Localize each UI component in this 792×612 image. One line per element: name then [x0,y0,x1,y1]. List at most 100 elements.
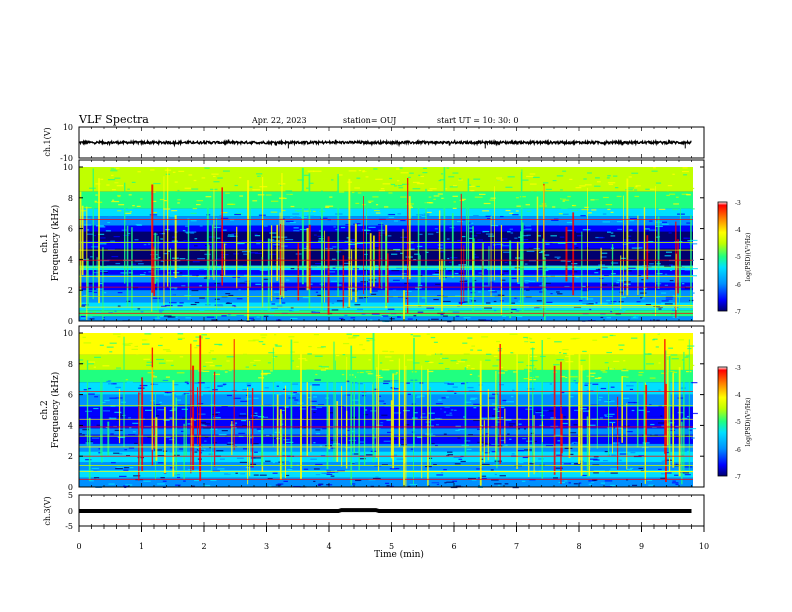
spectrogram-speckle [117,436,126,438]
spectrogram-speckle [205,477,209,480]
spectrogram-speckle [381,315,389,317]
spectrogram-speckle [644,411,650,413]
spectrogram-speckle [642,265,649,267]
spectrogram-speckle [388,192,393,194]
spectrogram-speckle [507,472,513,474]
spectrogram-speckle [95,480,103,482]
spectrogram-speckle [219,369,225,371]
spectrogram-speckle [635,185,641,187]
spectrogram-speckle [194,238,198,240]
spectrogram-speckle [235,213,243,215]
spectrogram-speckle [102,246,110,249]
spectrogram-speckle [635,173,642,175]
spectrogram-speckle [244,279,249,281]
spectrogram-speckle [249,186,253,188]
spectrogram-speckle [637,275,642,277]
spectrogram-speckle [376,424,383,426]
spectrogram-speckle [510,232,514,234]
spectrogram-speckle [302,296,310,299]
spectrogram-speckle [471,190,474,192]
spectrogram-speckle [653,252,660,254]
spectrogram-speckle [254,233,258,235]
spectrogram-speckle [452,172,459,174]
spectrogram-speckle [111,200,120,203]
spectrogram-speckle [415,350,419,352]
spectrogram-speckle [303,468,309,470]
spectrogram-speckle [491,479,499,481]
spectrogram-speckle [556,454,563,456]
spectrogram-speckle [494,309,497,312]
spectrogram-speckle [647,251,650,253]
spectrogram-speckle [610,232,614,234]
spectrogram-speckle [175,450,180,452]
spectrogram-speckle [117,336,121,338]
spectrogram-speckle [194,479,200,482]
spectrogram-speckle [584,172,590,174]
spectrogram-speckle [416,396,421,398]
spectrogram-speckle [123,485,129,487]
spectrogram-speckle [338,287,343,289]
spectrogram-speckle [324,268,330,270]
spectrogram-speckle [247,385,251,387]
spectrogram-speckle [194,446,202,449]
spectrogram-speckle [652,467,655,470]
spectrogram-speckle [612,401,616,403]
ch3-signal-line [79,508,692,513]
spectrogram-speckle [258,377,265,379]
spectrogram-speckle [483,363,486,366]
spectrogram-speckle [563,352,568,355]
spectrogram-speckle [139,384,148,387]
spectrogram-speckle [83,389,89,391]
spectrogram-speckle [589,308,592,311]
spectrogram-speckle [431,318,439,320]
spectrogram-speckle [336,394,345,396]
spectrogram-speckle [661,300,669,302]
spectrogram-speckle [348,243,357,245]
spectrogram-speckle [342,354,346,356]
spectrogram-speckle [363,229,371,232]
spectrogram-speckle [303,210,311,212]
spectrogram-speckle [646,240,654,243]
spectrogram-speckle [87,233,94,235]
spectrogram-speckle [617,246,626,248]
spectrogram-speckle [253,359,261,362]
spectrogram-speckle [310,345,319,348]
spectrogram-speckle [627,401,636,404]
spectrogram-speckle [685,355,690,357]
spectrogram-speckle [120,298,127,300]
spectrogram-speckle [612,442,620,444]
spectrogram-speckle [157,171,165,173]
spectrogram-speckle [468,434,473,436]
spectrogram-speckle [387,308,395,310]
spectrogram-speckle [592,464,600,466]
spectrogram-speckle [256,173,263,175]
spectrogram-speckle [314,355,323,357]
spectrogram-speckle [288,485,291,487]
spectrogram-speckle [420,416,428,418]
spectrogram-speckle [91,246,99,248]
spectrogram-speckle [257,175,261,177]
spectrogram-speckle [318,365,322,367]
spectrogram-speckle [439,251,444,253]
spectrogram-speckle [512,214,519,216]
spectrogram-speckle [458,178,462,180]
spectrogram-speckle [491,226,497,228]
spectrogram-speckle [249,362,258,365]
spectrogram-speckle [509,438,512,440]
spectrogram-speckle [581,208,589,211]
spectrogram-speckle [497,410,501,413]
spectrogram-speckle [391,388,399,390]
spectrogram-speckle [351,461,355,464]
spectrogram-speckle [313,234,317,236]
cb2-label: log(PSD)(V²/Hz) [745,398,752,447]
spectrogram-speckle [346,333,352,335]
spectrogram-speckle [318,230,322,232]
spectrogram-speckle [337,284,342,286]
spectrogram-speckle [144,318,147,320]
spectrogram-speckle [366,354,374,356]
spectrogram-speckle [501,460,505,463]
spectrogram-speckle [158,362,166,364]
spectrogram-speckle [298,358,307,360]
spectrogram-speckle [400,252,404,254]
spectrogram-speckle [331,302,335,304]
